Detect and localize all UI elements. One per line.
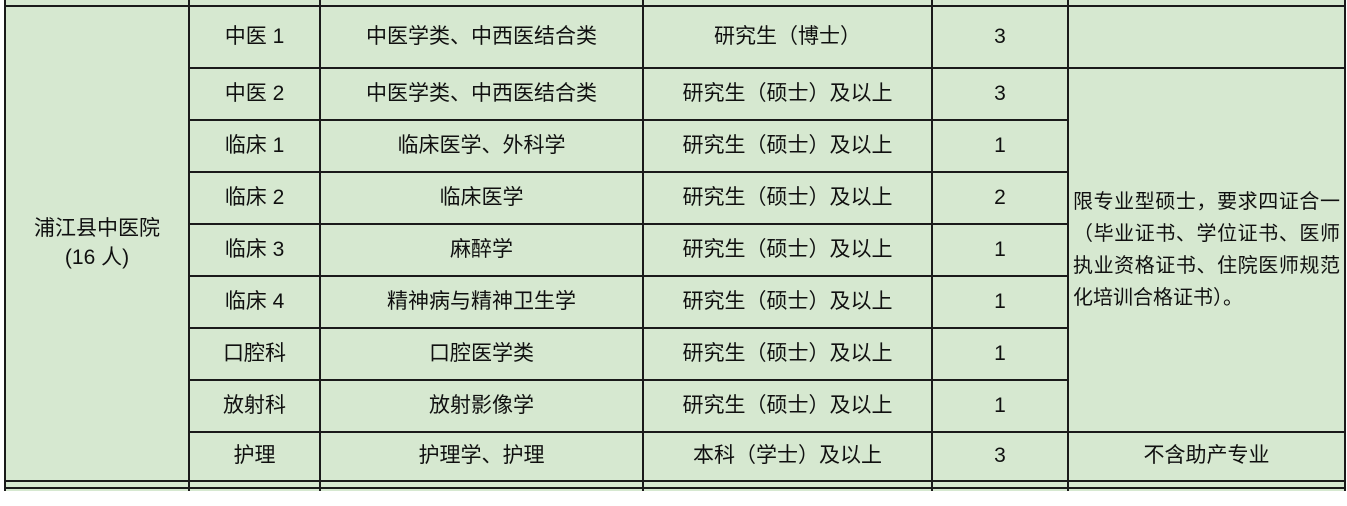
education-cell: 研究生（硕士）及以上 bbox=[642, 171, 933, 225]
spacer-cell bbox=[4, 487, 190, 491]
merged-note-text: 限专业型硕士，要求四证合一（毕业证书、学位证书、医师执业资格证书、住院医师规范化… bbox=[1073, 191, 1340, 309]
hospital-cell: 浦江县中医院 (16 人) bbox=[4, 5, 190, 482]
note-cell-nursing: 不含助产专业 bbox=[1067, 431, 1346, 482]
table-row: 中医 2 中医学类、中西医结合类 研究生（硕士）及以上 3 限专业型硕士，要求四… bbox=[5, 67, 1346, 433]
count-cell: 3 bbox=[931, 431, 1069, 482]
education-cell: 研究生（硕士）及以上 bbox=[642, 379, 933, 433]
count-cell: 2 bbox=[931, 171, 1069, 225]
position-cell: 临床 4 bbox=[188, 275, 321, 329]
table-row: 临床 1 临床医学、外科学 研究生（硕士）及以上 1 bbox=[5, 119, 1345, 173]
education-cell: 研究生（硕士）及以上 bbox=[642, 67, 933, 121]
spacer-cell bbox=[319, 480, 644, 489]
top-sliver-row bbox=[4, 0, 1346, 7]
table-row: 护理 护理学、护理 本科（学士）及以上 3 不含助产专业 bbox=[5, 431, 1346, 482]
table-row: 口腔科 口腔医学类 研究生（硕士）及以上 1 bbox=[5, 327, 1345, 381]
education-cell: 本科（学士）及以上 bbox=[642, 431, 933, 482]
count-cell: 1 bbox=[931, 275, 1069, 329]
major-cell: 护理学、护理 bbox=[319, 431, 644, 482]
spacer-cell bbox=[1067, 0, 1346, 7]
major-cell: 中医学类、中西医结合类 bbox=[319, 67, 644, 121]
note-cell-merged: 限专业型硕士，要求四证合一（毕业证书、学位证书、医师执业资格证书、住院医师规范化… bbox=[1067, 67, 1346, 433]
position-cell: 中医 1 bbox=[188, 5, 321, 69]
count-cell: 1 bbox=[931, 327, 1069, 381]
table-row: 浦江县中医院 (16 人) 中医 1 中医学类、中西医结合类 研究生（博士） 3 bbox=[4, 5, 1346, 482]
spacer-cell bbox=[319, 487, 644, 491]
position-cell: 口腔科 bbox=[188, 327, 321, 381]
count-cell: 3 bbox=[931, 67, 1069, 121]
bottom-edge-row bbox=[4, 487, 1346, 491]
position-cell: 临床 3 bbox=[188, 223, 321, 277]
note-cell-empty bbox=[1067, 5, 1346, 69]
position-cell: 中医 2 bbox=[188, 67, 321, 121]
spacer-cell bbox=[319, 0, 644, 7]
count-cell: 1 bbox=[931, 223, 1069, 277]
spacer-cell bbox=[931, 480, 1069, 489]
hospital-name: 浦江县中医院 bbox=[34, 217, 160, 241]
spacer-cell bbox=[4, 480, 190, 489]
position-cell: 临床 1 bbox=[188, 119, 321, 173]
spacer-cell bbox=[188, 0, 321, 7]
education-cell: 研究生（博士） bbox=[642, 5, 933, 69]
spacer-cell bbox=[642, 0, 933, 7]
table-row: 临床 4 精神病与精神卫生学 研究生（硕士）及以上 1 bbox=[5, 275, 1345, 329]
spacer-cell bbox=[188, 480, 321, 489]
spacer-cell bbox=[931, 0, 1069, 7]
major-cell: 临床医学 bbox=[319, 171, 644, 225]
major-cell: 口腔医学类 bbox=[319, 327, 644, 381]
major-cell: 临床医学、外科学 bbox=[319, 119, 644, 173]
major-cell: 麻醉学 bbox=[319, 223, 644, 277]
major-cell: 中医学类、中西医结合类 bbox=[319, 5, 644, 69]
education-cell: 研究生（硕士）及以上 bbox=[642, 327, 933, 381]
education-cell: 研究生（硕士）及以上 bbox=[642, 275, 933, 329]
position-cell: 放射科 bbox=[188, 379, 321, 433]
count-cell: 3 bbox=[931, 5, 1069, 69]
count-cell: 1 bbox=[931, 119, 1069, 173]
spacer-cell bbox=[642, 487, 933, 491]
education-cell: 研究生（硕士）及以上 bbox=[642, 223, 933, 277]
hospital-count: (16 人) bbox=[64, 245, 130, 269]
major-cell: 放射影像学 bbox=[319, 379, 644, 433]
spacer-cell bbox=[1067, 480, 1346, 489]
spacer-cell bbox=[642, 480, 933, 489]
spacer-cell bbox=[931, 487, 1069, 491]
recruitment-table-wrap: 浦江县中医院 (16 人) 中医 1 中医学类、中西医结合类 研究生（博士） 3… bbox=[4, 0, 1346, 506]
table-row: 临床 3 麻醉学 研究生（硕士）及以上 1 bbox=[5, 223, 1345, 277]
spacer-cell bbox=[4, 0, 190, 7]
table-row: 放射科 放射影像学 研究生（硕士）及以上 1 bbox=[5, 379, 1345, 433]
spacer-cell bbox=[188, 487, 321, 491]
education-cell: 研究生（硕士）及以上 bbox=[642, 119, 933, 173]
position-cell: 护理 bbox=[188, 431, 321, 482]
bottom-sliver-row bbox=[4, 480, 1346, 489]
count-cell: 1 bbox=[931, 379, 1069, 433]
recruitment-table: 浦江县中医院 (16 人) 中医 1 中医学类、中西医结合类 研究生（博士） 3… bbox=[4, 0, 1346, 491]
position-cell: 临床 2 bbox=[188, 171, 321, 225]
spacer-cell bbox=[1067, 487, 1346, 491]
major-cell: 精神病与精神卫生学 bbox=[319, 275, 644, 329]
table-row: 临床 2 临床医学 研究生（硕士）及以上 2 bbox=[5, 171, 1345, 225]
